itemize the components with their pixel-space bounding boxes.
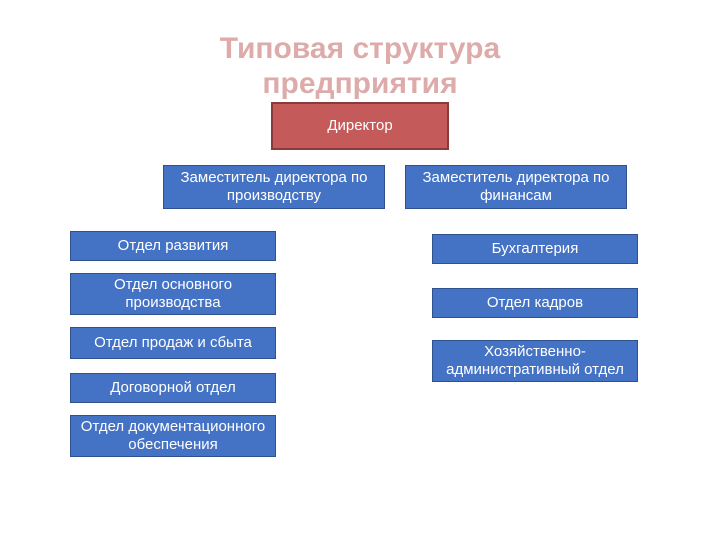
node-admin: Хозяйственно-административный отдел bbox=[432, 340, 638, 382]
node-label: Отдел продаж и сбыта bbox=[94, 334, 252, 352]
slide-title: Типовая структура предприятия bbox=[150, 32, 570, 101]
node-director: Директор bbox=[271, 102, 449, 150]
node-label: Договорной отдел bbox=[110, 379, 236, 397]
node-label: Отдел кадров bbox=[487, 294, 583, 312]
node-label: Отдел документационного обеспечения bbox=[75, 418, 271, 454]
node-deputy-fin: Заместитель директора по финансам bbox=[405, 165, 627, 209]
node-label: Хозяйственно-административный отдел bbox=[437, 343, 633, 379]
node-dev: Отдел развития bbox=[70, 231, 276, 261]
node-label: Бухгалтерия bbox=[492, 240, 579, 258]
node-docs: Отдел документационного обеспечения bbox=[70, 415, 276, 457]
node-contracts: Договорной отдел bbox=[70, 373, 276, 403]
node-label: Заместитель директора по финансам bbox=[410, 169, 622, 205]
node-label: Заместитель директора по производству bbox=[168, 169, 380, 205]
node-accounting: Бухгалтерия bbox=[432, 234, 638, 264]
node-deputy-prod: Заместитель директора по производству bbox=[163, 165, 385, 209]
node-label: Отдел развития bbox=[118, 237, 229, 255]
node-hr: Отдел кадров bbox=[432, 288, 638, 318]
node-prod-main: Отдел основного производства bbox=[70, 273, 276, 315]
node-label: Отдел основного производства bbox=[75, 276, 271, 312]
node-sales: Отдел продаж и сбыта bbox=[70, 327, 276, 359]
node-label: Директор bbox=[327, 117, 392, 135]
